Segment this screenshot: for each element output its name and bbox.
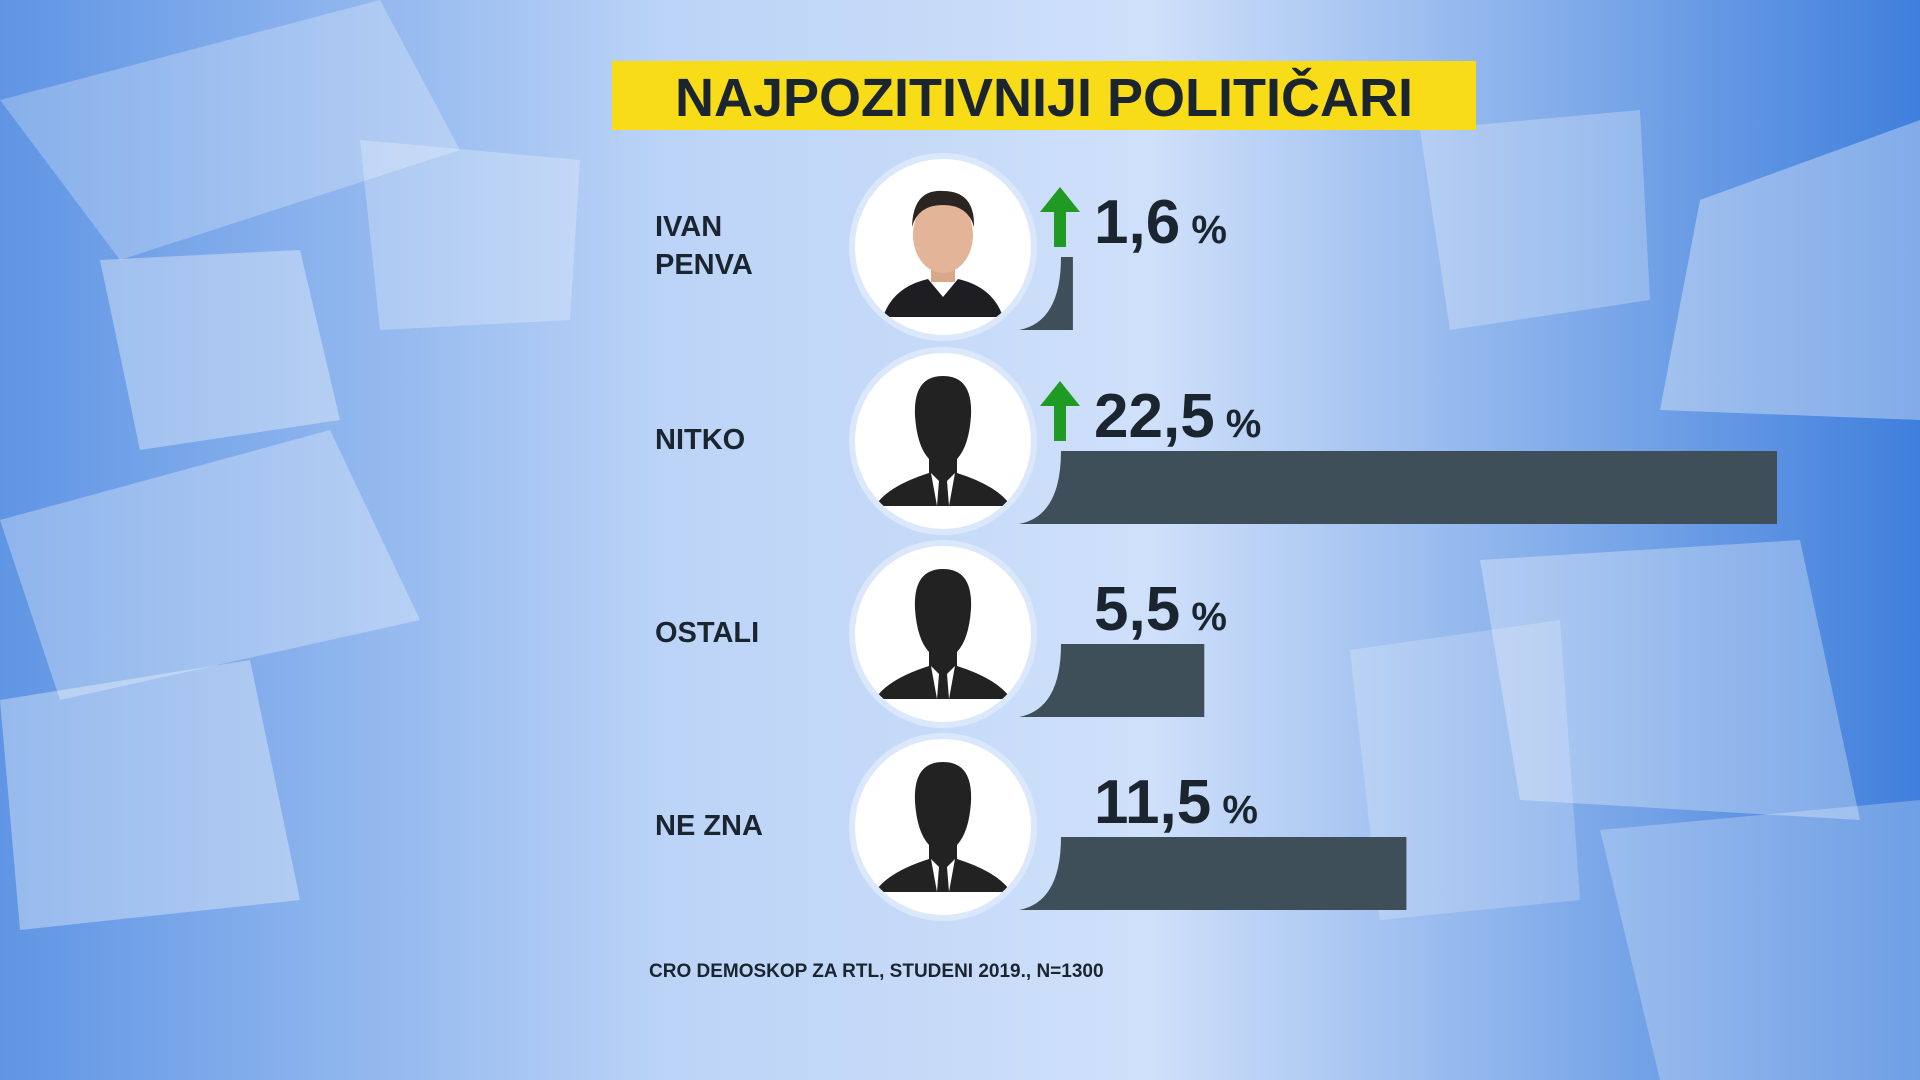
category-label: IVAN PENVA — [655, 211, 753, 281]
bar — [1019, 451, 1777, 524]
source-note: CRO DEMOSKOP ZA RTL, STUDENI 2019., N=13… — [649, 961, 1104, 982]
avatar-figure — [883, 190, 1003, 317]
category-label: OSTALI — [655, 617, 760, 650]
silhouette — [875, 569, 1011, 699]
tie — [937, 674, 949, 699]
category-label: NE ZNA — [655, 810, 763, 843]
value-unit: % — [1215, 402, 1262, 446]
collar — [928, 279, 958, 297]
value-label: 1,6 % — [1094, 188, 1227, 257]
jacket — [883, 279, 1003, 317]
silhouette — [875, 762, 1011, 892]
title-box — [612, 61, 1476, 130]
row: 22,5 % — [849, 347, 1777, 535]
avatar-figure — [875, 569, 1011, 699]
value-unit: % — [1211, 788, 1258, 832]
value-label: 5,5 % — [1094, 575, 1227, 644]
row: 1,6 % — [849, 153, 1227, 341]
value-number: 5,5 — [1094, 575, 1180, 644]
value-number: 11,5 — [1094, 768, 1211, 837]
row: 5,5 % — [849, 540, 1227, 728]
row: 11,5 % — [849, 733, 1407, 921]
value-unit: % — [1180, 208, 1227, 252]
tie — [937, 867, 949, 892]
value-number: 1,6 — [1094, 188, 1180, 257]
value-number: 22,5 — [1094, 382, 1215, 451]
bar — [1019, 837, 1407, 910]
face — [913, 197, 973, 273]
chart-title: NAJPOZITIVNIJI POLITIČARI — [675, 67, 1413, 128]
bar — [1019, 257, 1073, 330]
bar — [1019, 644, 1205, 717]
avatar-figure — [875, 762, 1011, 892]
avatar-figure — [875, 376, 1011, 506]
tie — [937, 481, 949, 506]
value-unit: % — [1180, 595, 1227, 639]
value-label: 22,5 % — [1094, 382, 1261, 451]
value-label: 11,5 % — [1094, 768, 1258, 837]
hair — [912, 190, 975, 227]
category-label: NITKO — [655, 424, 746, 457]
trend-arrow — [1040, 381, 1080, 441]
silhouette — [875, 376, 1011, 506]
trend-arrow — [1040, 187, 1080, 247]
